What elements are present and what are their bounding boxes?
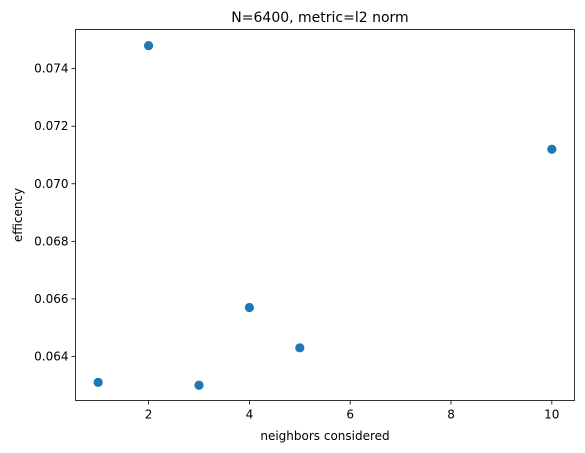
y-tick-label: 0.068	[34, 234, 68, 248]
data-point	[244, 302, 254, 313]
x-axis: 2 4 6 8 10	[145, 400, 559, 422]
data-point	[547, 144, 557, 154]
y-tick-label: 0.064	[34, 349, 68, 363]
y-tick-label: 0.072	[34, 119, 68, 133]
chart-title: N=6400, metric=l2 norm	[231, 10, 408, 26]
data-point	[295, 343, 305, 353]
y-tick-label: 0.070	[34, 177, 68, 191]
x-tick-label: 10	[544, 408, 559, 422]
x-tick-label: 2	[145, 408, 153, 422]
x-tick-label: 8	[447, 408, 455, 422]
y-tick-label: 0.074	[34, 62, 68, 76]
x-tick-label: 4	[246, 408, 254, 422]
data-point	[194, 380, 204, 390]
data-point	[93, 377, 103, 387]
data-points	[93, 41, 557, 390]
y-axis: 0.064 0.066 0.068 0.070 0.072 0.074	[34, 62, 76, 363]
y-axis-label: efficency	[11, 188, 25, 242]
y-tick-label: 0.066	[34, 292, 68, 306]
x-axis-label: neighbors considered	[260, 429, 389, 443]
x-tick-label: 6	[346, 408, 354, 422]
data-point	[143, 41, 154, 51]
plot-frame	[75, 29, 575, 401]
